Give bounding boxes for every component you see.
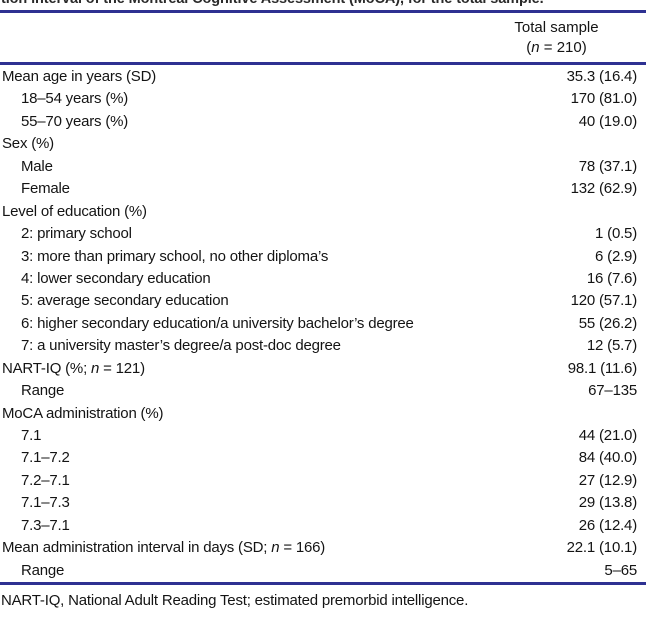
row-label: Female — [21, 180, 70, 198]
table-row: 2: primary school 1 (0.5) — [0, 223, 646, 245]
row-value: 6 (2.9) — [595, 247, 637, 265]
row-value: 98.1 (11.6) — [567, 359, 637, 377]
row-value: 78 (37.1) — [578, 157, 637, 175]
row-label: Range — [21, 382, 65, 400]
row-value: 35.3 (16.4) — [566, 68, 638, 85]
row-value: 44 (21.0) — [578, 427, 637, 444]
row-value: 170 (81.0) — [570, 90, 638, 108]
table-row: Range 67–135 — [0, 380, 646, 402]
row-label: 7.2–7.1 — [21, 471, 70, 489]
row-label: 7.1–7.2 — [21, 449, 70, 467]
table-row: MoCA administration (%) — [0, 403, 646, 425]
table-row: 7.1 44 (21.0) — [0, 425, 646, 447]
row-label: Level of education (%) — [2, 202, 147, 220]
table-row: Male 78 (37.1) — [0, 156, 646, 178]
table-row: Mean administration interval in days (SD… — [0, 537, 646, 559]
column-header-total-sample: Total sample (n = 210) — [469, 18, 644, 58]
table-caption-fragment: tion interval of the Montreal Cognitive … — [1, 0, 646, 8]
table-row: Female 132 (62.9) — [0, 178, 646, 200]
row-label: NART-IQ (%; n = 121) — [2, 359, 145, 377]
table-row: 4: lower secondary education 16 (7.6) — [0, 268, 646, 290]
row-value: 5–65 — [604, 561, 637, 579]
row-label: Range — [21, 561, 65, 579]
row-label: Mean administration interval in days (SD… — [2, 539, 326, 557]
row-value: 120 (57.1) — [570, 292, 638, 310]
row-label: Sex (%) — [2, 135, 54, 153]
row-value: 132 (62.9) — [570, 180, 638, 198]
row-label: 2: primary school — [21, 225, 132, 243]
row-label: 6: higher secondary education/a universi… — [21, 314, 414, 332]
row-label: Mean age in years (SD) — [2, 68, 157, 85]
row-label: 4: lower secondary education — [21, 269, 211, 287]
row-label: 7.1–7.3 — [21, 494, 70, 512]
row-label: 18–54 years (%) — [21, 90, 129, 108]
table-row: 5: average secondary education 120 (57.1) — [0, 290, 646, 312]
column-header-line2: (n = 210) — [526, 39, 587, 56]
row-value: 67–135 — [588, 382, 637, 400]
table-row: 7: a university master’s degree/a post-d… — [0, 335, 646, 357]
row-value: 84 (40.0) — [578, 449, 637, 467]
table-caption-clipped: tion interval of the Montreal Cognitive … — [0, 0, 646, 9]
row-value: 26 (12.4) — [578, 516, 637, 534]
table-row: NART-IQ (%; n = 121) 98.1 (11.6) — [0, 358, 646, 380]
row-value: 1 (0.5) — [595, 225, 637, 243]
table-body: Mean age in years (SD) 35.3 (16.4) 18–54 y… — [0, 65, 646, 582]
table-row: 7.1–7.2 84 (40.0) — [0, 447, 646, 469]
table-rule-bottom — [0, 582, 646, 586]
row-value: 22.1 (10.1) — [566, 539, 638, 557]
row-value: 40 (19.0) — [578, 112, 637, 130]
table-row: Level of education (%) — [0, 201, 646, 223]
table-row: Range 5–65 — [0, 560, 646, 582]
row-value: 12 (5.7) — [586, 337, 637, 355]
table-row: 7.2–7.1 27 (12.9) — [0, 470, 646, 492]
table-row: 7.3–7.1 26 (12.4) — [0, 515, 646, 537]
row-label: MoCA administration (%) — [2, 404, 164, 422]
table-rule-header — [0, 62, 646, 65]
table-row: 7.1–7.3 29 (13.8) — [0, 492, 646, 514]
table-footnote: NART-IQ, National Adult Reading Test; es… — [1, 592, 469, 610]
row-label: 55–70 years (%) — [21, 112, 129, 130]
row-label: 7.1 — [21, 427, 42, 444]
table-row: 3: more than primary school, no other di… — [0, 246, 646, 268]
table-row: 18–54 years (%) 170 (81.0) — [0, 88, 646, 110]
row-label: Male — [21, 157, 53, 175]
row-value: 29 (13.8) — [578, 494, 637, 512]
table-row: Sex (%) — [0, 133, 646, 155]
table-rule-top — [0, 10, 646, 13]
row-label: 5: average secondary education — [21, 292, 229, 310]
table-row: 55–70 years (%) 40 (19.0) — [0, 111, 646, 133]
row-value: 27 (12.9) — [578, 471, 637, 489]
row-label: 7.3–7.1 — [21, 516, 70, 534]
row-value: 16 (7.6) — [586, 269, 637, 287]
table-row: 6: higher secondary education/a universi… — [0, 313, 646, 335]
column-header-line1: Total sample — [514, 19, 599, 36]
table-header: Total sample (n = 210) — [0, 13, 646, 62]
table-row: Mean age in years (SD) 35.3 (16.4) — [0, 66, 646, 88]
row-label: 3: more than primary school, no other di… — [21, 247, 329, 265]
row-value: 55 (26.2) — [578, 314, 637, 332]
row-label: 7: a university master’s degree/a post-d… — [21, 337, 341, 355]
